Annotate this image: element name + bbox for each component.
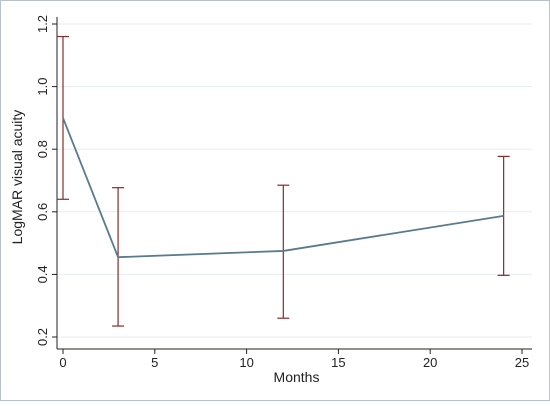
axes (56, 17, 532, 350)
y-tick-label: 1.0 (35, 78, 50, 96)
x-tick-label: 0 (59, 355, 66, 370)
x-axis-label: Months (274, 369, 320, 385)
y-tick-label: 1.2 (35, 15, 50, 33)
y-tick-label: 0.2 (35, 328, 50, 346)
x-tick-label: 20 (423, 355, 437, 370)
tick-marks: 0.2 0.4 0.6 0.8 1.0 1.2 0 5 10 15 20 25 (35, 15, 529, 370)
x-tick-label: 15 (331, 355, 345, 370)
y-tick-label: 0.6 (35, 203, 50, 221)
series-line (62, 117, 504, 259)
y-axis-label: LogMAR visual acuity (9, 110, 25, 245)
y-tick-label: 0.4 (35, 265, 50, 283)
x-tick-label: 10 (239, 355, 253, 370)
series-line-layer (62, 117, 504, 259)
x-tick-label: 5 (151, 355, 158, 370)
x-tick-label: 25 (515, 355, 529, 370)
y-tick-label: 0.8 (35, 140, 50, 158)
grid-lines (57, 23, 532, 338)
